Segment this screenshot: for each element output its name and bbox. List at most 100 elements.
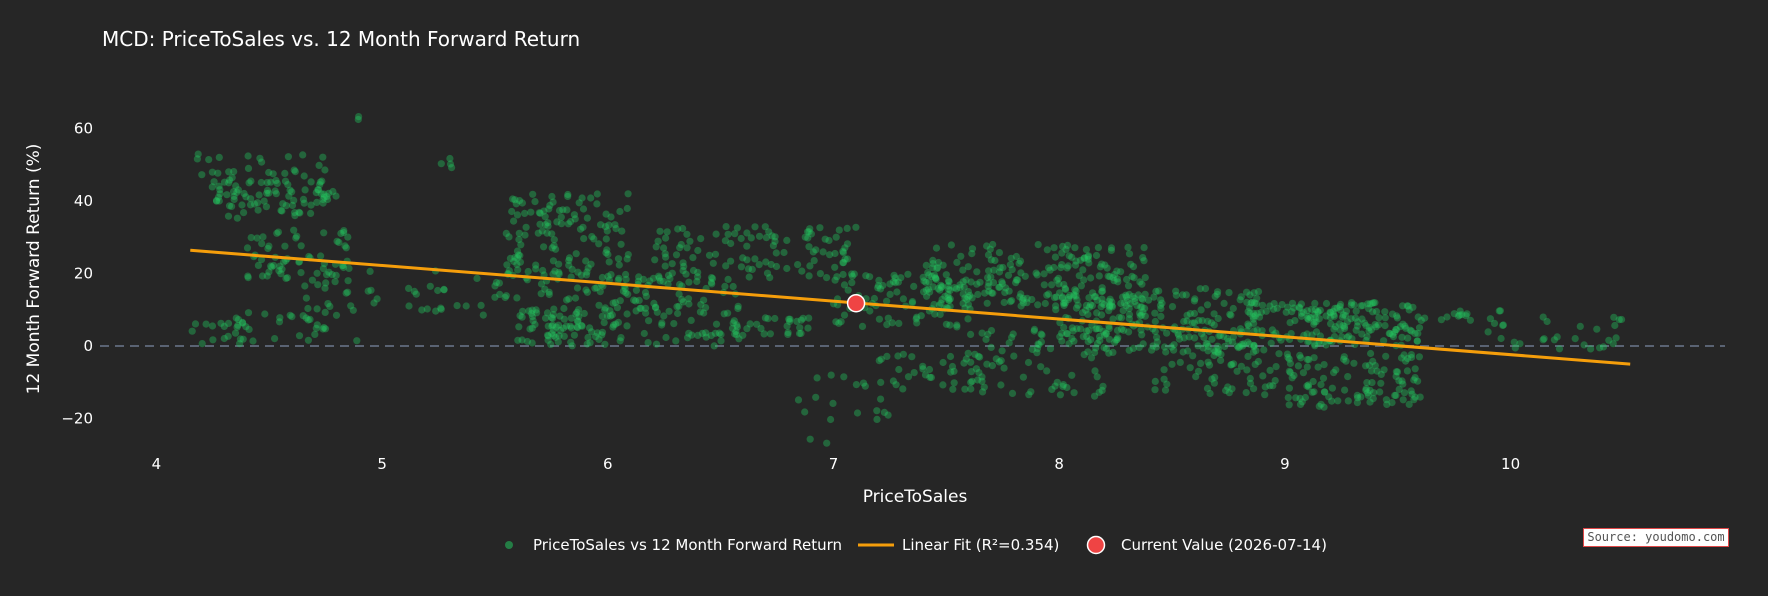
scatter-point: [534, 229, 542, 237]
scatter-point: [228, 174, 236, 182]
scatter-point: [920, 277, 928, 285]
scatter-point: [323, 192, 331, 201]
scatter-point: [1008, 333, 1016, 341]
scatter-point: [1005, 339, 1013, 347]
scatter-point: [1208, 335, 1216, 343]
scatter-point: [780, 248, 788, 257]
scatter-point: [929, 260, 937, 268]
scatter-point: [1330, 333, 1339, 341]
scatter-point: [265, 268, 273, 276]
scatter-point: [1062, 285, 1070, 294]
scatter-point: [1204, 358, 1212, 366]
scatter-point: [1063, 330, 1071, 338]
scatter-point: [332, 311, 341, 319]
scatter-point: [547, 314, 556, 322]
source-credit[interactable]: Source: youdomo.com: [1583, 528, 1729, 547]
scatter-point: [1381, 308, 1389, 316]
scatter-point: [1211, 292, 1219, 300]
scatter-point: [601, 223, 610, 231]
scatter-point: [552, 333, 560, 341]
scatter-point: [1391, 328, 1399, 336]
scatter-point: [1082, 306, 1090, 314]
scatter-point: [214, 169, 222, 177]
scatter-point: [1021, 272, 1029, 280]
scatter-point: [679, 298, 687, 306]
scatter-point: [1108, 303, 1117, 311]
scatter-point: [462, 302, 470, 310]
scatter-point: [611, 221, 619, 229]
scatter-point: [1543, 317, 1551, 326]
scatter-point: [1106, 302, 1114, 310]
scatter-point: [1497, 334, 1505, 343]
scatter-point: [563, 206, 571, 214]
scatter-point: [1083, 332, 1091, 341]
scatter-point: [944, 277, 953, 285]
scatter-point: [576, 225, 585, 233]
scatter-point: [1398, 333, 1406, 341]
scatter-point: [806, 225, 814, 233]
scatter-point: [333, 237, 341, 245]
scatter-point: [1210, 351, 1218, 360]
scatter-point: [794, 396, 803, 404]
scatter-point: [1371, 299, 1379, 307]
scatter-point: [437, 304, 445, 312]
scatter-point: [1075, 272, 1083, 280]
scatter-point: [1129, 344, 1137, 352]
scatter-point: [516, 312, 524, 320]
y-tick-label: −20: [61, 410, 93, 428]
scatter-point: [623, 255, 631, 263]
scatter-point: [1297, 354, 1305, 362]
scatter-point: [968, 245, 977, 253]
scatter-point: [619, 287, 628, 295]
scatter-point: [797, 329, 805, 337]
scatter-point: [522, 223, 530, 231]
legend-item-fit[interactable]: Linear Fit (R²=0.354): [858, 536, 1059, 554]
scatter-point: [1214, 349, 1222, 357]
scatter-point: [1098, 284, 1106, 292]
scatter-point: [276, 314, 284, 322]
scatter-point: [301, 282, 309, 290]
scatter-point: [1247, 299, 1255, 307]
scatter-point: [804, 324, 812, 332]
scatter-point: [839, 259, 847, 267]
scatter-point: [1252, 300, 1260, 308]
scatter-point: [1167, 343, 1176, 351]
scatter-point: [1303, 355, 1311, 364]
scatter-point: [771, 314, 779, 323]
scatter-point: [541, 221, 550, 229]
scatter-point: [1407, 327, 1416, 335]
scatter-point: [1043, 246, 1051, 254]
scatter-point: [1195, 316, 1203, 325]
scatter-point: [262, 203, 270, 211]
legend-item-current[interactable]: Current Value (2026-07-14): [1086, 535, 1327, 555]
scatter-point: [513, 260, 521, 268]
scatter-point: [1201, 285, 1210, 293]
scatter-point: [1220, 299, 1228, 307]
scatter-point: [545, 288, 553, 296]
scatter-point: [1309, 377, 1317, 386]
scatter-point: [1269, 305, 1278, 313]
legend-item-scatter[interactable]: PriceToSales vs 12 Month Forward Return: [505, 536, 842, 554]
scatter-point: [891, 274, 899, 282]
scatter-point: [1124, 282, 1133, 290]
scatter-point: [945, 296, 953, 305]
scatter-point: [721, 282, 729, 290]
scatter-point: [1131, 294, 1139, 303]
scatter-point: [1043, 367, 1051, 375]
scatter-point: [1204, 342, 1212, 351]
scatter-point: [974, 290, 982, 299]
scatter-point: [987, 273, 995, 281]
scatter-point: [513, 254, 522, 262]
scatter-point: [1107, 246, 1115, 254]
scatter-point: [639, 275, 648, 283]
scatter-point: [1243, 298, 1251, 306]
scatter-point: [560, 315, 568, 323]
scatter-point: [1250, 299, 1259, 307]
scatter-point: [592, 333, 600, 341]
scatter-point: [987, 327, 996, 335]
scatter-point: [1261, 383, 1269, 391]
scatter-point: [1249, 348, 1257, 356]
scatter-point: [688, 331, 696, 339]
scatter-point: [862, 272, 870, 280]
scatter-point: [1411, 365, 1419, 373]
